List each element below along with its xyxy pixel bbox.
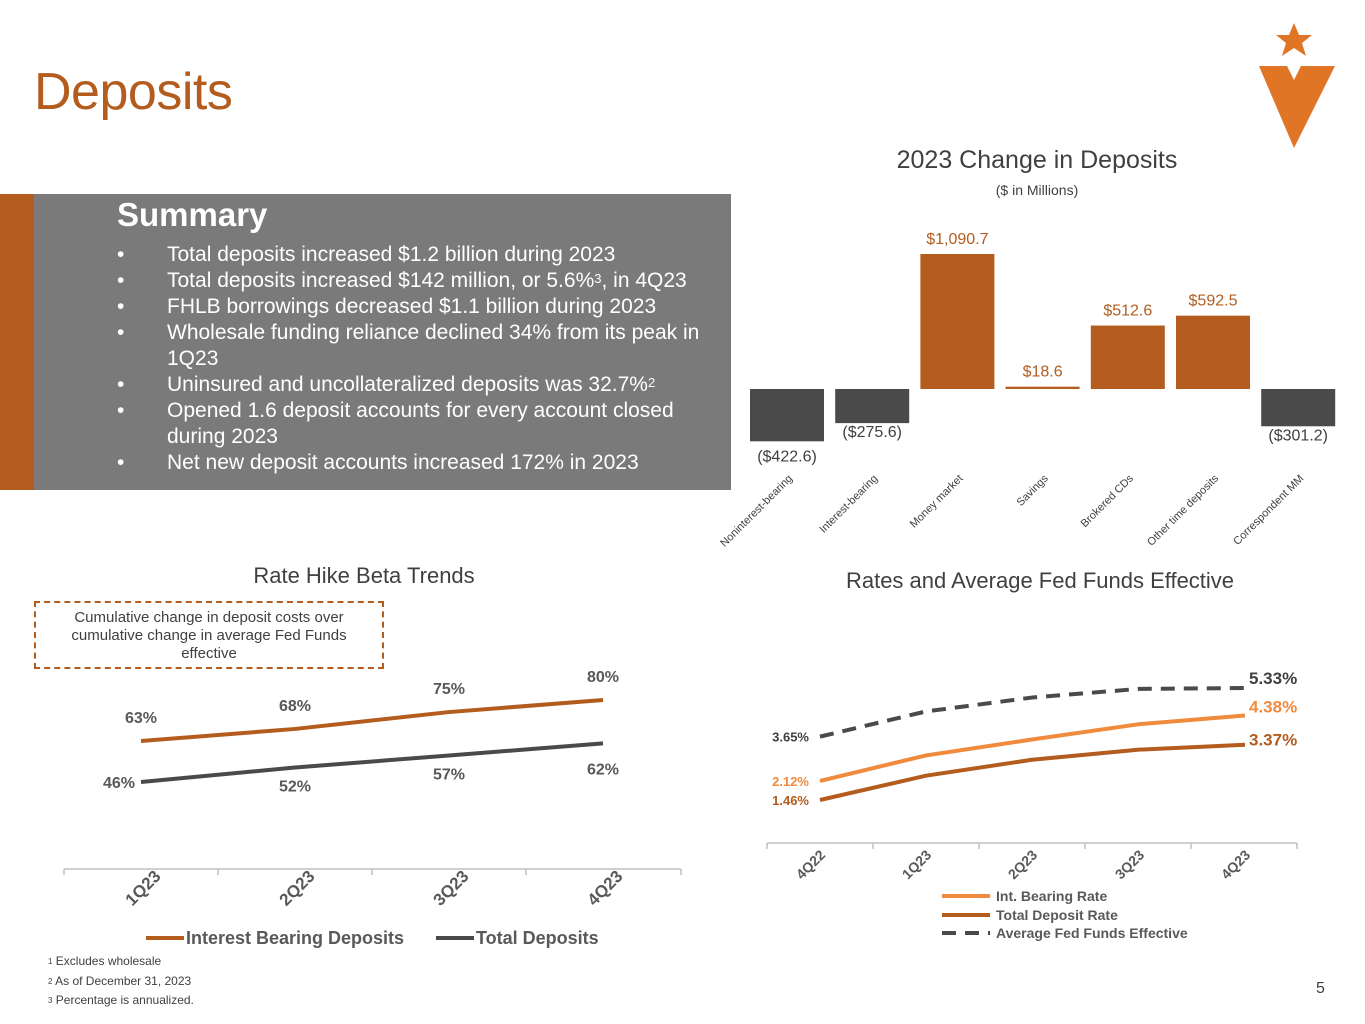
brand-logo [1259, 23, 1335, 148]
bullet-icon: • [117, 451, 125, 474]
rate-hike-chart-title: Rate Hike Beta Trends [253, 563, 475, 588]
x-tick-label: 4Q22 [793, 847, 829, 883]
series-line [140, 741, 604, 784]
series-line [819, 713, 1246, 783]
point-label: 68% [279, 698, 311, 715]
summary-item: • Total deposits increased $142 million, … [117, 268, 727, 294]
summary-item: • Uninsured and uncollateralized deposits… [117, 372, 727, 398]
x-tick-label: 4Q23 [1218, 847, 1254, 883]
logo-v-icon [1259, 66, 1335, 148]
bar-data-label: $18.6 [1023, 364, 1063, 381]
start-value-label: 2.12% [772, 774, 809, 789]
end-value-label: 3.37% [1249, 731, 1297, 750]
page-title: Deposits [34, 63, 233, 121]
footnote-text: Percentage is annualized. [52, 993, 194, 1007]
bullet-icon: • [117, 295, 125, 318]
summary-item-text: Wholesale funding reliance declined 34% … [167, 321, 700, 370]
summary-item: • Total deposits increased $1.2 billion d… [117, 242, 727, 268]
deposit-bar [750, 389, 824, 442]
footnote-number: 3 [48, 996, 53, 1005]
fed-funds-chart-title: Rates and Average Fed Funds Effective [845, 568, 1235, 593]
bullet-icon: • [117, 321, 125, 344]
legend-label: Average Fed Funds Effective [996, 925, 1188, 941]
summary-item: • FHLB borrowings decreased $1.1 billion … [117, 294, 727, 320]
bullet-icon: • [117, 243, 125, 266]
series-line [819, 742, 1246, 802]
x-tick-label: 2Q23 [1005, 847, 1041, 883]
bar-data-label: $1,090.7 [926, 231, 988, 248]
point-label: 46% [103, 775, 135, 792]
summary-list: • Total deposits increased $1.2 billion d… [117, 242, 727, 476]
deposit-bar [1090, 325, 1165, 389]
bar-data-label: ($275.6) [842, 424, 902, 441]
series-line [140, 698, 604, 743]
footnote: 1 Excludes wholesale [48, 952, 194, 972]
bullet-icon: • [117, 399, 125, 422]
page-number: 5 [1316, 980, 1325, 997]
summary-item: • Net new deposit accounts increased 172%… [117, 450, 727, 476]
footnote-number: 2 [48, 976, 53, 986]
footnote-text: As of December 31, 2023 [52, 973, 192, 988]
deposit-bar [920, 254, 995, 389]
bullet-icon: • [117, 269, 125, 292]
summary-item-text: Total deposits increased $142 million, o… [167, 269, 595, 292]
bar-data-label: $512.6 [1103, 303, 1152, 320]
footnote: 3 Percentage is annualized. [48, 991, 194, 1011]
deposit-bar [1005, 386, 1080, 389]
point-label: 75% [433, 681, 465, 698]
bar-data-label: $592.5 [1189, 293, 1238, 310]
point-label: 57% [433, 766, 465, 783]
deposit-bar [835, 389, 910, 424]
point-label: 63% [125, 710, 157, 727]
deposit-bar [1176, 315, 1250, 389]
start-value-label: 3.65% [772, 730, 809, 745]
point-label: 52% [279, 779, 311, 796]
start-value-label: 1.46% [772, 793, 809, 808]
bullet-icon: • [117, 373, 125, 396]
summary-title: Summary [117, 196, 268, 233]
point-label: 62% [587, 761, 619, 778]
deposit-bar [1261, 389, 1336, 427]
summary-item-text: Opened 1.6 deposit accounts for every ac… [167, 399, 674, 448]
bar-data-label: ($422.6) [757, 448, 817, 465]
series-line [819, 686, 1246, 739]
x-tick-label: 1Q23 [899, 847, 935, 883]
legend-label: Int. Bearing Rate [996, 888, 1107, 904]
logo-star-icon [1276, 23, 1312, 56]
legend-label: Interest Bearing Deposits [186, 928, 404, 948]
deposit-change-chart-title: 2023 Change in Deposits [896, 146, 1178, 174]
footnote-number: 1 [48, 957, 53, 966]
footnotes: 1 Excludes wholesale 2 As of December 31,… [48, 952, 194, 1011]
summary-item: • Opened 1.6 deposit accounts for every a… [117, 398, 727, 450]
summary-accent-bar [0, 194, 34, 490]
point-label: 80% [587, 669, 619, 686]
summary-item-text: Uninsured and uncollateralized deposits … [167, 373, 648, 396]
summary-item: • Wholesale funding reliance declined 34%… [117, 320, 727, 372]
footnote-text: Excludes wholesale [52, 954, 162, 968]
deposit-change-chart-subtitle: ($ in Millions) [995, 182, 1079, 198]
bar-data-label: ($301.2) [1268, 427, 1328, 444]
footnote: 2 As of December 31, 2023 [48, 972, 194, 992]
footnote-ref: 3 [594, 271, 602, 286]
legend-label: Total Deposits [476, 928, 599, 948]
summary-panel [34, 194, 731, 490]
x-tick-label: 3Q23 [1112, 847, 1148, 883]
rate-hike-annotation: Cumulative change in deposit costs over … [34, 601, 384, 669]
summary-item-text: Total deposits increased $1.2 billion du… [167, 243, 616, 266]
summary-item-text: FHLB borrowings decreased $1.1 billion d… [167, 295, 657, 318]
legend-label: Total Deposit Rate [996, 907, 1118, 923]
footnote-ref: 2 [647, 375, 656, 390]
summary-item-suffix: , in 4Q23 [601, 269, 687, 292]
end-value-label: 5.33% [1249, 669, 1297, 688]
summary-item-text: Net new deposit accounts increased 172% … [167, 451, 639, 474]
end-value-label: 4.38% [1249, 697, 1297, 716]
